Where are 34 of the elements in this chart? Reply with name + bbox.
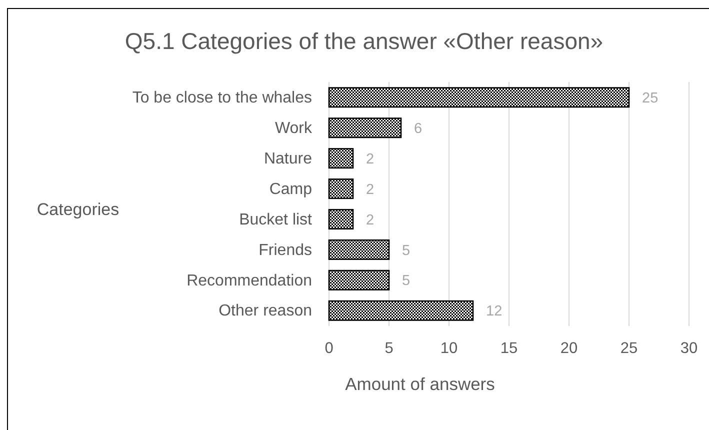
data-label: 2 <box>366 151 374 168</box>
x-tick-label: 15 <box>500 340 518 358</box>
x-tick-label: 0 <box>324 340 334 358</box>
y-tick-label: To be close to the whales <box>132 90 312 107</box>
bar <box>328 208 354 230</box>
data-label: 6 <box>414 120 422 137</box>
chart-title: Q5.1 Categories of the answer «Other reason» <box>124 28 604 54</box>
bar <box>328 87 630 108</box>
bar <box>328 270 390 290</box>
bar <box>328 300 474 321</box>
y-axis-title: Categories <box>36 200 120 219</box>
data-label: 2 <box>366 182 374 198</box>
data-label: 12 <box>486 304 502 320</box>
x-axis-title: Amount of answers <box>345 374 496 394</box>
y-tick-label: Bucket list <box>239 211 313 228</box>
bar <box>328 178 354 200</box>
y-tick-label: Work <box>274 120 313 137</box>
y-tick-label: Other reason <box>218 302 312 320</box>
bar <box>328 239 390 260</box>
bar <box>328 118 402 138</box>
data-label: 5 <box>402 273 410 290</box>
data-label: 25 <box>642 90 658 106</box>
x-tick-label: 20 <box>560 340 578 358</box>
bar <box>328 148 354 169</box>
x-tick-label: 30 <box>680 340 698 358</box>
y-tick-label: Recommendation <box>186 272 312 290</box>
y-tick-label: Nature <box>264 150 312 168</box>
data-label: 5 <box>402 242 410 259</box>
x-tick-label: 25 <box>620 340 638 358</box>
x-tick-label: 10 <box>440 340 458 358</box>
y-tick-label: Camp <box>269 180 312 198</box>
data-label: 2 <box>366 212 374 228</box>
x-tick-label: 5 <box>384 340 394 358</box>
y-tick-label: Friends <box>258 242 312 259</box>
